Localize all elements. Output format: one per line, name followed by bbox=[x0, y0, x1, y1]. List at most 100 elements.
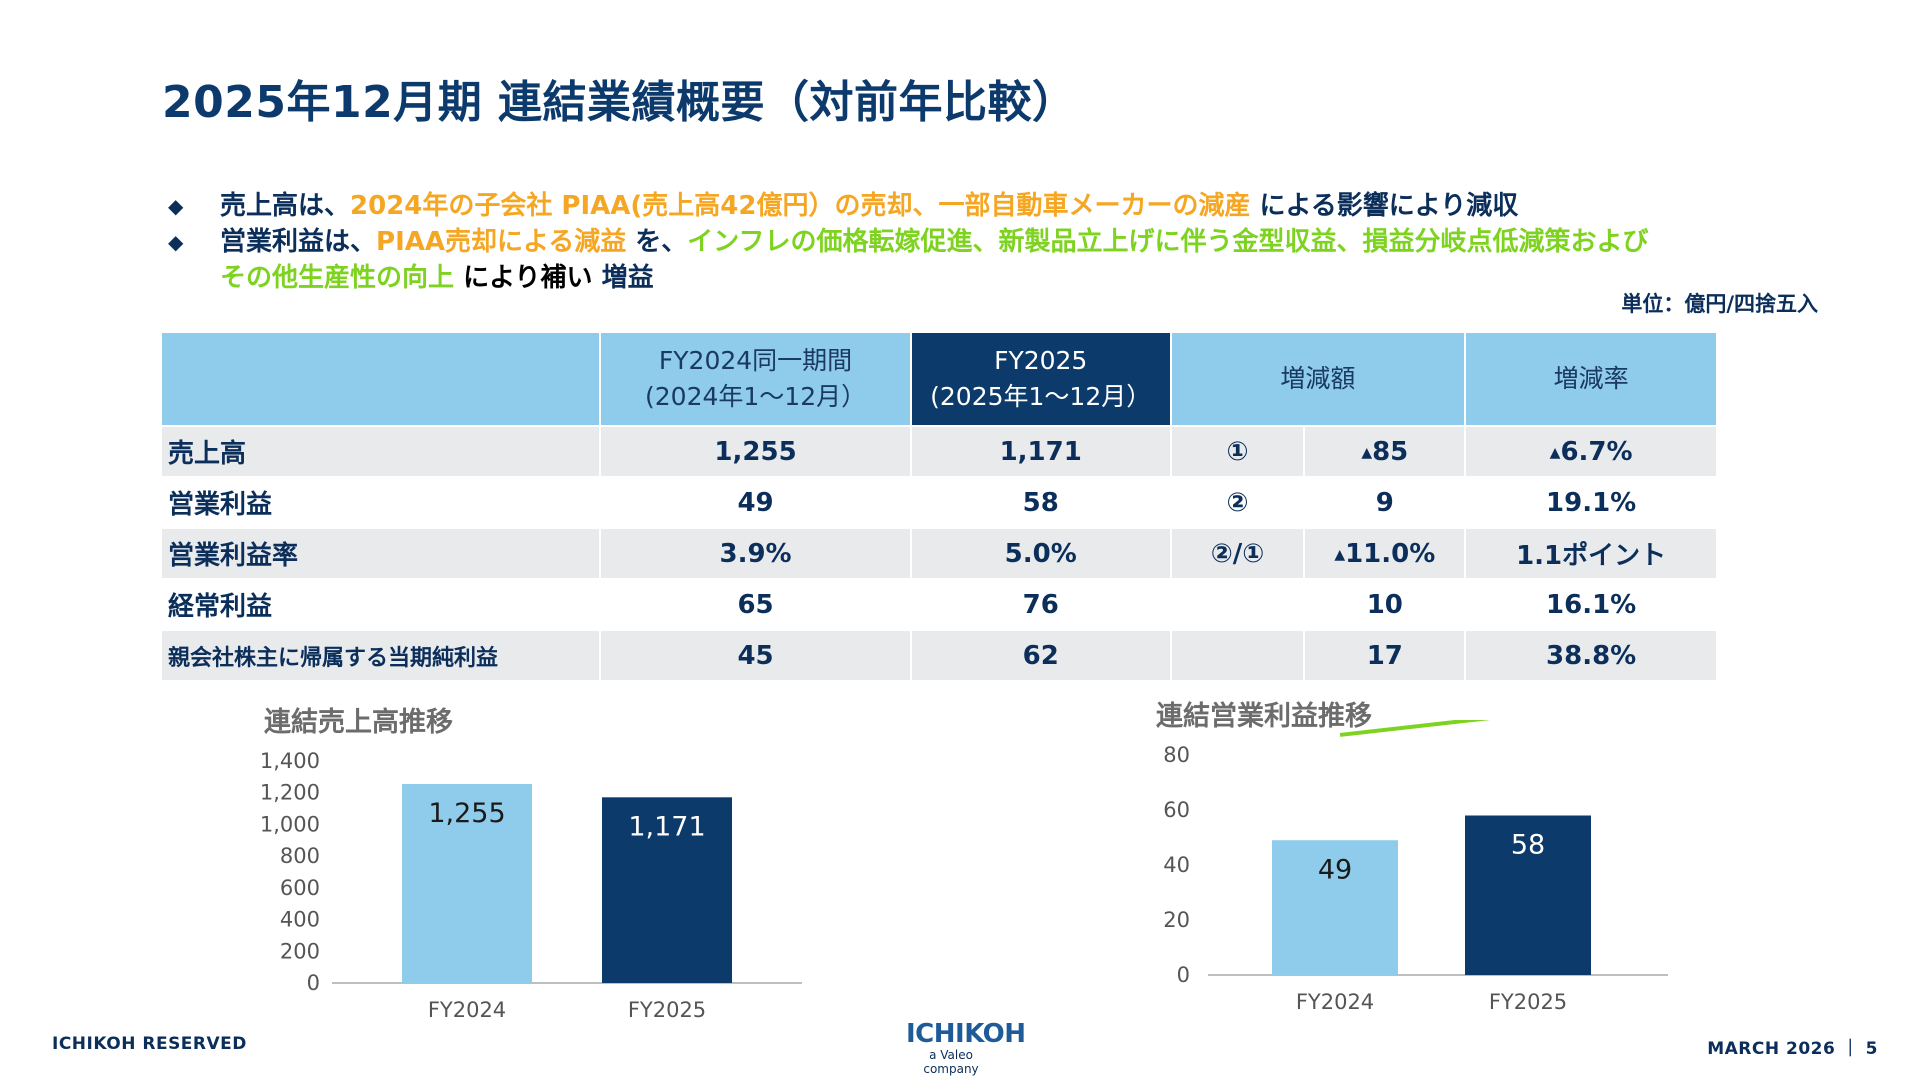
cell-change: ▲11.0% bbox=[1303, 527, 1467, 580]
y-tick-label: 1,400 bbox=[260, 749, 320, 773]
bar-data-label: 58 bbox=[1511, 830, 1545, 861]
y-tick-label: 400 bbox=[280, 908, 320, 932]
row-label: 親会社株主に帰属する当期純利益 bbox=[159, 629, 602, 682]
summary-bullets: ◆ 売上高は、2024年の子会社 PIAA(売上高42億円）の売却、一部自動車メ… bbox=[168, 188, 1818, 296]
cell-fy2024: 1,255 bbox=[599, 425, 912, 478]
y-tick-label: 800 bbox=[280, 844, 320, 868]
decrease-triangle-icon: ▲ bbox=[1334, 546, 1346, 563]
cell-ref: ② bbox=[1169, 476, 1306, 529]
margin-trend-line bbox=[1339, 711, 1529, 737]
y-tick-label: 0 bbox=[1177, 963, 1190, 987]
cell-change: 10 bbox=[1303, 578, 1467, 631]
cell-fy2025: 76 bbox=[909, 578, 1172, 631]
row-label: 経常利益 bbox=[159, 578, 602, 631]
op-chart-title: 連結営業利益推移 bbox=[1156, 701, 1372, 732]
cell-fy2024: 3.9% bbox=[599, 527, 912, 580]
bullet-sales-reason: 2024年の子会社 PIAA(売上高42億円）の売却、一部自動車メーカーの減産 bbox=[350, 191, 1251, 221]
y-tick-label: 20 bbox=[1163, 908, 1190, 932]
footer-copyright: ICHIKOH RESERVED bbox=[52, 1034, 247, 1054]
bullet-sales-result: による影響により減収 bbox=[1250, 191, 1519, 221]
bullet-op-offset: により補い bbox=[454, 263, 593, 293]
cell-change: ▲85 bbox=[1303, 425, 1467, 478]
diamond-bullet-icon: ◆ bbox=[168, 230, 184, 254]
diamond-bullet-icon: ◆ bbox=[168, 194, 184, 218]
header-fy2024: FY2024同一期間 (2024年1～12月） bbox=[599, 331, 912, 427]
bullet-sales-lead: 売上高は、 bbox=[220, 191, 351, 221]
cell-fy2024: 49 bbox=[599, 476, 912, 529]
footer-date-page: MARCH 2026 ｜ 5 bbox=[1707, 1039, 1878, 1059]
bar bbox=[1272, 840, 1398, 975]
table-row: 経常利益 65 76 10 16.1% bbox=[159, 578, 1718, 631]
bullet-operating-profit-cont: その他生産性の向上 により補い 増益 bbox=[168, 260, 1818, 296]
table-row: 営業利益 49 58 ② 9 19.1% bbox=[159, 476, 1718, 529]
sales-chart: 0 200 400 600 800 1,000 1,200 1,400 1,255 FY2024 1… bbox=[220, 740, 820, 1022]
bar-data-label: 1,255 bbox=[428, 798, 505, 829]
bar bbox=[402, 783, 532, 983]
unit-note: 単位：億円/四捨五入 bbox=[1621, 292, 1818, 316]
table-header-row: FY2024同一期間 (2024年1～12月） FY2025 (2025年1～12月… bbox=[159, 331, 1718, 427]
cell-fy2025: 1,171 bbox=[909, 425, 1172, 478]
row-label: 売上高 bbox=[159, 425, 602, 478]
cell-fy2024: 45 bbox=[599, 629, 912, 682]
row-label: 営業利益 bbox=[159, 476, 602, 529]
op-chart-svg: 02040608049FY202458FY20253.9%5.0% bbox=[1163, 676, 1668, 1014]
cell-fy2025: 5.0% bbox=[909, 527, 1172, 580]
bar bbox=[602, 797, 732, 983]
table-row: 親会社株主に帰属する当期純利益 45 62 17 38.8% bbox=[159, 629, 1718, 682]
table-row: 営業利益率 3.9% 5.0% ②/① ▲11.0% 1.1ポイント bbox=[159, 527, 1718, 580]
bullet-op-positive-2: その他生産性の向上 bbox=[220, 263, 455, 293]
company-logo: ICHIKOH a Valeo company bbox=[906, 1019, 1026, 1076]
header-fy2025: FY2025 (2025年1～12月） bbox=[909, 331, 1172, 427]
bullet-op-result: 増益 bbox=[592, 263, 654, 293]
x-tick-label: FY2024 bbox=[428, 998, 506, 1020]
cell-ref bbox=[1169, 629, 1306, 682]
cell-change: 9 bbox=[1303, 476, 1467, 529]
cell-rate: 38.8% bbox=[1464, 629, 1718, 682]
bullet-operating-profit: ◆ 営業利益は、PIAA売却による減益 を、インフレの価格転嫁促進、新製品立上げ… bbox=[168, 224, 1818, 260]
cell-change: 17 bbox=[1303, 629, 1467, 682]
decrease-triangle-icon: ▲ bbox=[1361, 444, 1373, 461]
bullet-op-connector: を、 bbox=[626, 227, 688, 257]
sales-chart-title: 連結売上高推移 bbox=[264, 707, 453, 738]
cell-rate: 19.1% bbox=[1464, 476, 1718, 529]
y-tick-label: 200 bbox=[280, 939, 320, 963]
bar bbox=[1465, 815, 1591, 975]
cell-fy2024: 65 bbox=[599, 578, 912, 631]
y-tick-label: 1,200 bbox=[260, 781, 320, 805]
sales-chart-svg: 0 200 400 600 800 1,000 1,200 1,400 1,255 FY2024 1… bbox=[260, 749, 802, 1022]
cell-ref bbox=[1169, 578, 1306, 631]
table-row: 売上高 1,255 1,171 ① ▲85 ▲6.7% bbox=[159, 425, 1718, 478]
page-title: 2025年12月期 連結業績概要（対前年比較） bbox=[162, 77, 1077, 128]
bullet-sales: ◆ 売上高は、2024年の子会社 PIAA(売上高42億円）の売却、一部自動車メ… bbox=[168, 188, 1818, 224]
y-tick-label: 40 bbox=[1163, 853, 1190, 877]
y-tick-label: 1,000 bbox=[260, 812, 320, 836]
op-chart: 02040608049FY202458FY20253.9%5.0% bbox=[1130, 676, 1690, 1020]
y-tick-label: 80 bbox=[1163, 743, 1190, 767]
header-change: 増減額 bbox=[1169, 331, 1467, 427]
cell-rate: 1.1ポイント bbox=[1464, 527, 1718, 580]
results-table: FY2024同一期間 (2024年1～12月） FY2025 (2025年1～12月… bbox=[159, 331, 1718, 682]
cell-rate: 16.1% bbox=[1464, 578, 1718, 631]
cell-rate: ▲6.7% bbox=[1464, 425, 1718, 478]
cell-fy2025: 62 bbox=[909, 629, 1172, 682]
cell-ref: ① bbox=[1169, 425, 1306, 478]
x-tick-label: FY2024 bbox=[1296, 990, 1374, 1014]
bar-data-label: 1,171 bbox=[628, 811, 705, 842]
logo-tagline: a Valeo company bbox=[923, 1048, 979, 1076]
bullet-op-positive-1: インフレの価格転嫁促進、新製品立上げに伴う金型収益、損益分岐点低減策および bbox=[687, 227, 1649, 257]
bullet-op-negative: PIAA売却による減益 bbox=[376, 227, 627, 257]
header-label-blank bbox=[159, 331, 602, 427]
bullet-op-lead: 営業利益は、 bbox=[220, 227, 377, 257]
x-tick-label: FY2025 bbox=[628, 998, 706, 1020]
y-tick-label: 600 bbox=[280, 876, 320, 900]
y-tick-label: 0 bbox=[307, 971, 320, 995]
logo-brand: ICHIKOH bbox=[906, 1019, 1026, 1049]
y-tick-label: 60 bbox=[1163, 798, 1190, 822]
x-tick-label: FY2025 bbox=[1489, 990, 1567, 1014]
decrease-triangle-icon: ▲ bbox=[1549, 444, 1561, 461]
row-label: 営業利益率 bbox=[159, 527, 602, 580]
bar-data-label: 49 bbox=[1318, 854, 1352, 885]
cell-ref: ②/① bbox=[1169, 527, 1306, 580]
header-rate: 増減率 bbox=[1464, 331, 1718, 427]
cell-fy2025: 58 bbox=[909, 476, 1172, 529]
